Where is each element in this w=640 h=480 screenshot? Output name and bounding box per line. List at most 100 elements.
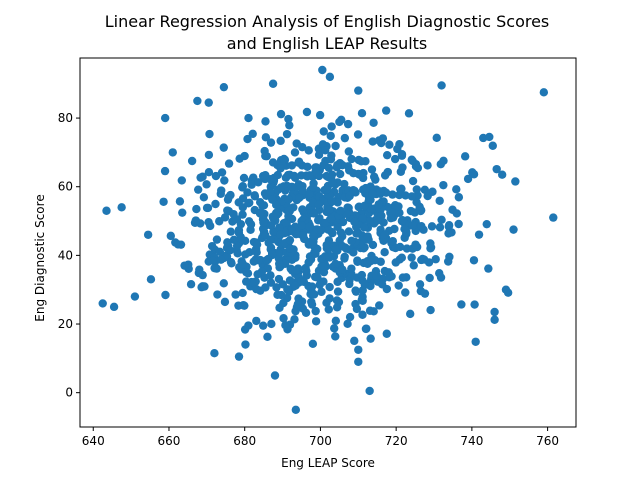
y-tick-label: 0 [65,386,73,400]
data-point [409,261,418,270]
data-point [382,150,392,160]
x-tick-label: 760 [536,434,559,448]
data-point [263,332,272,341]
data-point [143,230,153,239]
data-point [357,295,366,304]
data-point [313,273,322,282]
data-point [291,405,301,415]
data-point [368,189,377,199]
data-point [358,310,367,319]
data-point [358,213,367,223]
data-point [485,132,494,142]
chart-title-line-1: Linear Regression Analysis of English Di… [105,12,550,31]
y-axis-label: Eng Diagnostic Score [33,194,47,321]
data-point [287,182,297,192]
data-point [224,159,234,168]
data-point [258,321,268,330]
data-point [204,217,213,227]
data-point [279,314,288,323]
data-point [274,249,283,258]
data-point [369,118,378,127]
data-point [372,271,382,281]
data-point [271,216,280,225]
data-point [235,154,244,163]
data-point [394,202,403,211]
data-point [308,339,318,349]
data-point [295,193,304,203]
data-point [220,297,230,307]
data-point [423,161,432,170]
data-point [509,225,518,234]
x-axis-label: Eng LEAP Score [281,456,375,470]
data-point [209,256,218,265]
data-point [332,296,342,305]
data-point [242,277,251,286]
data-point [327,196,336,206]
data-point [412,185,421,194]
data-point [401,288,410,297]
data-point [435,196,444,205]
data-point [366,334,375,343]
data-point [418,254,427,264]
data-point [331,316,341,326]
data-point [210,349,219,358]
data-point [193,96,202,106]
data-point [328,178,337,187]
data-point [488,141,497,150]
data-point [326,131,335,141]
data-point [243,188,252,197]
data-point [234,225,244,235]
data-point [276,230,285,239]
data-point [407,155,416,164]
data-point [463,174,473,184]
data-point [388,190,397,199]
data-point [304,146,313,155]
data-point [290,148,300,157]
data-point [415,202,424,211]
data-point [398,163,407,172]
data-point [408,176,418,186]
data-point [436,273,446,282]
data-point [357,270,367,280]
data-point [297,221,306,230]
data-point [220,213,230,222]
data-point [309,209,319,218]
data-point [275,303,284,312]
data-point [301,308,311,318]
data-point [452,185,461,194]
data-point [345,166,354,175]
data-point [407,192,417,201]
data-point [390,154,400,164]
data-point [180,261,189,270]
data-point [109,302,119,312]
data-point [248,129,257,138]
data-point [315,280,324,290]
data-point [284,114,293,124]
data-point [470,300,479,309]
data-point [193,185,203,194]
data-point [492,164,501,174]
plot-frame [79,57,577,428]
data-point [242,267,251,277]
data-point [223,195,233,204]
data-point [302,107,312,117]
data-point [186,280,196,289]
data-point [352,229,361,238]
data-point [166,231,175,241]
data-point [315,110,325,120]
y-axis-ticks: 0 20 40 60 80 [58,111,80,400]
data-point [287,161,297,170]
data-point [205,129,214,139]
data-point [274,259,284,268]
data-point [439,180,448,190]
data-point [291,266,300,275]
data-point [204,98,213,107]
data-point [362,324,371,333]
data-point [325,72,335,82]
data-point [284,211,293,221]
data-point [407,253,416,262]
data-point [377,280,387,289]
